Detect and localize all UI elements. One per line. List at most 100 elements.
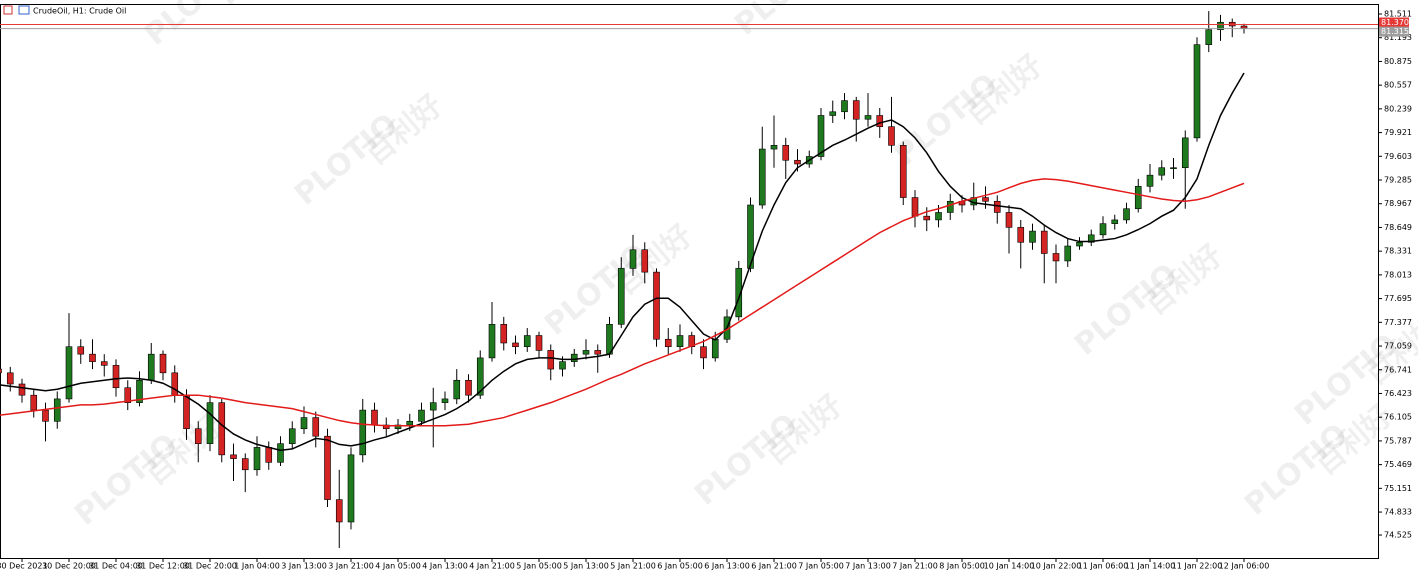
candle-body bbox=[30, 394, 38, 411]
candle-body bbox=[594, 350, 602, 355]
y-tick-label: 75.469 bbox=[1384, 460, 1412, 469]
icon bbox=[18, 5, 30, 15]
y-tick-label: 74.833 bbox=[1384, 508, 1412, 517]
x-tick-label: 3 Jan 21:00 bbox=[328, 562, 374, 571]
x-tick-label: 1 Jan 04:00 bbox=[234, 562, 280, 571]
plot-frame bbox=[0, 4, 1379, 559]
candle-body bbox=[406, 420, 414, 426]
candle-body bbox=[570, 353, 578, 362]
x-tick-label: 10 Jan 22:00 bbox=[1031, 562, 1082, 571]
candle-body bbox=[676, 335, 684, 348]
candle-body bbox=[1146, 174, 1154, 187]
y-tick-label: 79.921 bbox=[1384, 128, 1412, 137]
y-tick-label: 78.649 bbox=[1384, 223, 1412, 232]
y-tick-label: 77.695 bbox=[1384, 294, 1412, 303]
x-tick-label: 12 Jan 06:00 bbox=[1219, 562, 1270, 571]
candle-body bbox=[923, 215, 931, 221]
candle-body bbox=[241, 458, 249, 471]
price-label: 81.370 bbox=[1381, 18, 1409, 27]
candle-body bbox=[429, 402, 437, 411]
candle-body bbox=[1029, 230, 1036, 243]
price-label-box bbox=[1379, 26, 1409, 37]
candle-body bbox=[230, 454, 237, 459]
y-tick-label: 80.875 bbox=[1384, 57, 1412, 66]
candle-body bbox=[312, 417, 320, 437]
candle-body bbox=[782, 145, 790, 161]
candle-body bbox=[1123, 208, 1130, 221]
y-tick-label: 78.013 bbox=[1384, 270, 1412, 279]
candle-body bbox=[65, 346, 73, 400]
candle-body bbox=[876, 115, 884, 127]
candle-body bbox=[1064, 245, 1072, 262]
candle-body bbox=[194, 428, 202, 444]
candle-body bbox=[42, 409, 49, 422]
candle-body bbox=[1193, 44, 1201, 139]
candle-body bbox=[770, 145, 778, 150]
candle-body bbox=[500, 324, 508, 344]
candle-body bbox=[371, 409, 378, 426]
candle-body bbox=[183, 394, 190, 430]
candle-body bbox=[829, 111, 837, 116]
moving-average-line bbox=[0, 178, 1245, 427]
candle-body bbox=[53, 398, 61, 422]
candle-body bbox=[147, 353, 155, 381]
x-tick-label: 6 Jan 13:00 bbox=[704, 562, 750, 571]
candle-body bbox=[277, 443, 284, 463]
x-tick-label: 7 Jan 21:00 bbox=[892, 562, 938, 571]
candle-body bbox=[935, 212, 942, 221]
candle-body bbox=[711, 338, 719, 359]
candle-body bbox=[347, 454, 355, 523]
candle-body bbox=[0, 368, 2, 374]
y-tick-label: 81.193 bbox=[1384, 33, 1412, 42]
candle-body bbox=[89, 353, 96, 362]
y-tick-label: 75.151 bbox=[1384, 484, 1412, 493]
x-tick-label: 3 Jan 13:00 bbox=[281, 562, 327, 571]
candle-body bbox=[1076, 241, 1083, 247]
y-tick-label: 80.239 bbox=[1384, 104, 1412, 113]
y-tick-label: 76.741 bbox=[1384, 365, 1412, 374]
candle-body bbox=[6, 372, 14, 385]
candle-body bbox=[206, 402, 214, 444]
icon bbox=[3, 5, 13, 15]
x-tick-label: 31 Dec 12:00 bbox=[136, 562, 190, 571]
candle-body bbox=[617, 268, 625, 325]
candle-body bbox=[324, 435, 331, 500]
candle-body bbox=[359, 409, 367, 456]
candle-body bbox=[535, 335, 543, 351]
x-tick-label: 5 Jan 21:00 bbox=[610, 562, 656, 571]
x-tick-label: 8 Jan 05:00 bbox=[939, 562, 985, 571]
candle-body bbox=[664, 338, 672, 348]
x-tick-label: 30 Dec 20:00 bbox=[42, 562, 96, 571]
y-tick-label: 77.059 bbox=[1384, 342, 1412, 351]
x-tick-label: 5 Jan 13:00 bbox=[563, 562, 609, 571]
candle-body bbox=[288, 428, 296, 444]
candle-body bbox=[1111, 219, 1119, 224]
candle-body bbox=[899, 145, 907, 198]
y-tick-label: 74.525 bbox=[1384, 531, 1412, 540]
y-tick-label: 80.557 bbox=[1384, 81, 1412, 90]
candle-body bbox=[1134, 186, 1142, 210]
candle-body bbox=[582, 350, 590, 355]
candle-body bbox=[465, 379, 472, 396]
y-tick-label: 76.105 bbox=[1384, 413, 1412, 422]
candle-body bbox=[547, 350, 555, 370]
candle-body bbox=[1052, 253, 1060, 262]
x-tick-label: 4 Jan 13:00 bbox=[422, 562, 468, 571]
candle-body bbox=[1017, 227, 1025, 243]
x-tick-label: 4 Jan 05:00 bbox=[375, 562, 421, 571]
x-tick-label: 6 Jan 21:00 bbox=[751, 562, 797, 571]
candle-body bbox=[559, 361, 566, 370]
candle-body bbox=[747, 204, 754, 269]
candle-body bbox=[418, 409, 425, 422]
candle-body bbox=[629, 249, 637, 269]
candle-body bbox=[817, 115, 825, 157]
candle-body bbox=[841, 100, 848, 113]
x-tick-label: 6 Jan 05:00 bbox=[657, 562, 703, 571]
candle-body bbox=[982, 197, 989, 202]
y-tick-label: 77.377 bbox=[1384, 318, 1412, 327]
x-tick-label: 7 Jan 13:00 bbox=[845, 562, 891, 571]
x-tick-label: 7 Jan 05:00 bbox=[798, 562, 844, 571]
candle-body bbox=[253, 447, 261, 471]
